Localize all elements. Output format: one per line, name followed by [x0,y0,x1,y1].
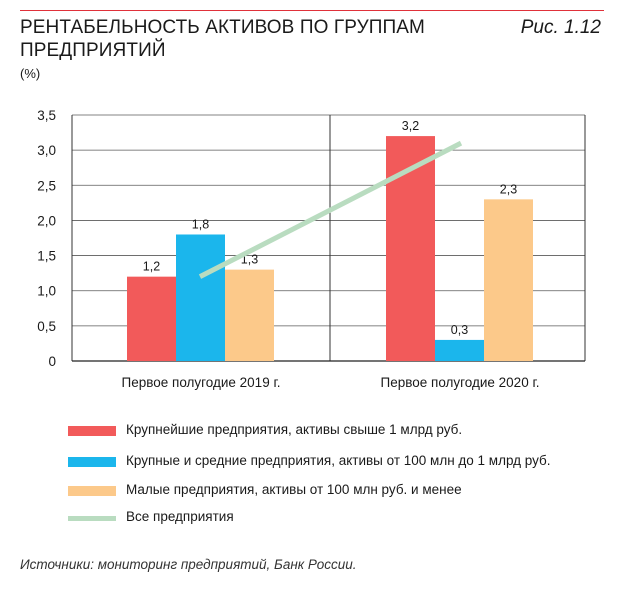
legend-label-largest: Крупнейшие предприятия, активы свыше 1 м… [126,422,463,437]
legend-swatch-small [68,486,116,496]
y-tick-label: 0,5 [37,319,56,334]
chart-title: РЕНТАБЕЛЬНОСТЬ АКТИВОВ ПО ГРУППАМ ПРЕДПР… [20,17,425,61]
bar [386,136,435,361]
data-label: 1,2 [143,260,160,274]
y-tick-label: 1,5 [37,249,56,264]
bar [127,276,176,361]
figure-number: Рис. 1.12 [520,17,601,38]
top-accent-rule [20,10,604,11]
data-label: 2,3 [500,182,517,196]
legend-swatch-large-medium [68,457,116,467]
y-tick-label: 3,5 [37,108,56,123]
data-label: 1,8 [192,217,209,231]
bar [484,199,533,361]
legend-swatch-all [68,516,116,521]
bar [176,234,225,361]
bar-chart: 00,51,01,52,02,53,03,51,23,21,80,31,32,3… [37,108,586,390]
y-tick-label: 0 [48,354,56,369]
legend-label-small: Малые предприятия, активы от 100 млн руб… [126,482,462,497]
x-category-label: Первое полугодие 2019 г. [122,375,281,390]
y-tick-label: 1,0 [37,284,56,299]
data-label: 3,2 [402,119,419,133]
bar [435,339,484,361]
x-category-label: Первое полугодие 2020 г. [381,375,540,390]
y-tick-label: 3,0 [37,143,56,158]
y-tick-label: 2,5 [37,178,56,193]
legend-swatch-largest [68,426,116,436]
legend-label-all: Все предприятия [126,509,234,524]
source-note: Источники: мониторинг предприятий, Банк … [20,557,357,572]
y-tick-label: 2,0 [37,213,56,228]
line-all-enterprises [198,140,463,279]
legend-label-large-medium: Крупные и средние предприятия, активы от… [126,453,551,468]
data-label: 0,3 [451,323,468,337]
bar [225,269,274,361]
unit-label: (%) [20,66,41,81]
